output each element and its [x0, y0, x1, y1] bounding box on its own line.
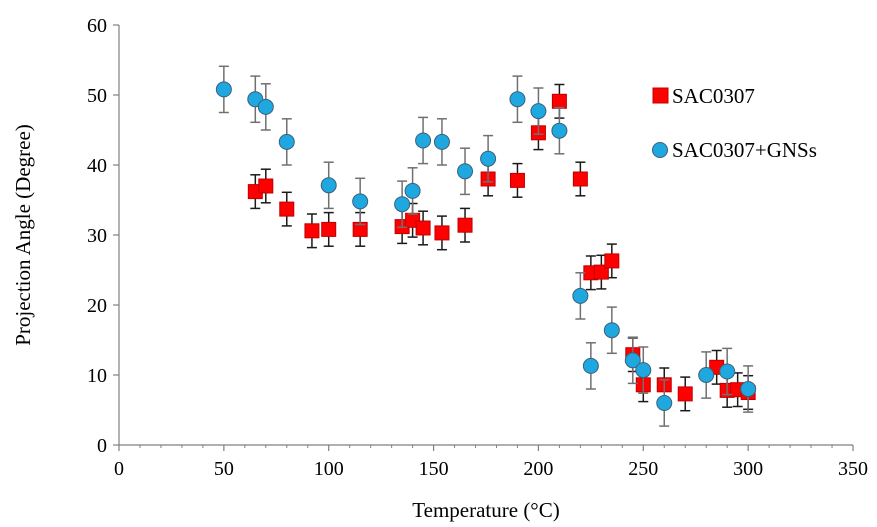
data-point-square — [321, 221, 337, 237]
x-ticks: 0 50 100 150 200 250 300 350 — [114, 445, 868, 480]
data-point-square — [415, 220, 431, 236]
series-layer — [215, 65, 757, 427]
data-point-circle — [719, 363, 736, 380]
y-tick-label: 10 — [87, 365, 107, 387]
x-tick-label: 250 — [628, 458, 658, 480]
data-point-circle — [635, 362, 652, 379]
axes: 0 50 100 150 200 250 300 350 0 10 20 30 40 50 60 — [87, 15, 868, 480]
data-point-circle — [572, 287, 589, 304]
data-point-square — [457, 217, 473, 233]
y-ticks: 0 10 20 30 40 50 60 — [87, 15, 119, 457]
data-point-circle — [278, 133, 295, 150]
data-point-square — [604, 253, 620, 269]
data-point-circle — [433, 133, 450, 150]
x-axis-title: Temperature (°C) — [412, 498, 559, 522]
data-point-circle — [509, 91, 526, 108]
data-point-square — [279, 201, 295, 217]
data-point-circle — [740, 381, 757, 397]
data-point-circle — [582, 357, 599, 374]
data-point-square — [434, 225, 450, 241]
data-point-circle — [415, 132, 432, 149]
data-point-square — [258, 178, 274, 194]
data-point-circle — [457, 163, 474, 180]
data-point-circle — [603, 322, 620, 339]
y-tick-label: 0 — [97, 435, 107, 457]
data-point-circle — [624, 352, 641, 369]
x-tick-label: 350 — [838, 458, 868, 480]
data-point-circle — [215, 81, 232, 98]
data-point-circle — [656, 395, 673, 411]
data-point-square — [509, 172, 525, 188]
data-point-circle — [480, 150, 497, 167]
y-tick-label: 30 — [87, 225, 107, 247]
data-point-circle — [698, 367, 715, 383]
x-tick-label: 150 — [419, 458, 449, 480]
data-point-circle — [404, 182, 421, 199]
y-tick-label: 50 — [87, 85, 107, 107]
legend-marker-sac0307-gnss — [652, 142, 668, 158]
y-axis-title: Projection Angle (Degree) — [11, 124, 35, 346]
x-tick-label: 100 — [314, 458, 344, 480]
legend-label-sac0307: SAC0307 — [672, 84, 755, 108]
data-point-circle — [257, 98, 274, 115]
data-point-square — [593, 264, 609, 280]
legend-label-sac0307-gnss: SAC0307+GNSs — [672, 138, 817, 162]
data-point-circle — [352, 193, 369, 210]
legend: SAC0307 SAC0307+GNSs — [652, 84, 817, 162]
x-tick-label: 50 — [214, 458, 234, 480]
data-point-circle — [530, 103, 547, 120]
data-point-square — [551, 93, 567, 109]
legend-marker-sac0307 — [652, 87, 669, 104]
data-point-square — [572, 171, 588, 187]
data-point-circle — [320, 177, 337, 194]
x-tick-label: 0 — [114, 458, 124, 480]
series-sac0307-gnss — [215, 65, 757, 427]
x-tick-label: 300 — [733, 458, 763, 480]
y-tick-label: 60 — [87, 15, 107, 37]
series-sac0307 — [247, 83, 756, 412]
data-point-square — [677, 386, 693, 402]
y-tick-label: 40 — [87, 155, 107, 177]
data-point-circle — [551, 122, 568, 139]
y-tick-label: 20 — [87, 295, 107, 317]
x-tick-label: 200 — [523, 458, 553, 480]
data-point-circle — [394, 196, 411, 213]
data-point-square — [304, 223, 320, 239]
